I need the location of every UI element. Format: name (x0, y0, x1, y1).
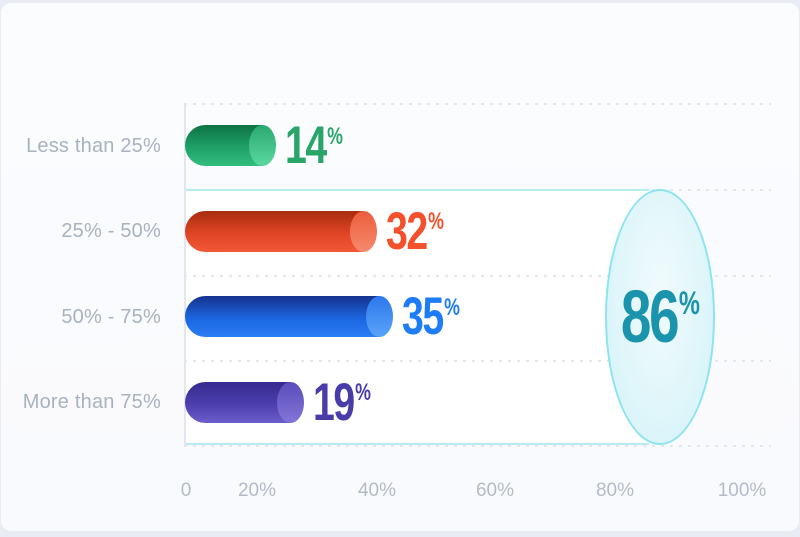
value-suffix: % (444, 293, 461, 321)
gridline (184, 103, 771, 105)
highlight-value-number: 86 (620, 275, 680, 358)
bar-end-cap-icon (366, 296, 394, 337)
x-tick-label: 60% (475, 480, 515, 501)
bar (185, 296, 394, 337)
bar-row: 25% - 50% 32 % (1, 189, 800, 275)
bar-end-cap-icon (277, 381, 305, 423)
value-number: 19 (313, 372, 355, 432)
bar-row: More than 75% 19 % (1, 360, 800, 446)
value-label: 32 % (386, 205, 444, 258)
value-suffix: % (355, 379, 371, 406)
bar (185, 125, 277, 166)
bar-end-cap-icon (249, 125, 277, 166)
category-label: More than 75% (22, 391, 161, 413)
gridline (184, 360, 771, 362)
x-tick-label: 80% (595, 480, 635, 501)
x-tick-label: 0 (180, 480, 192, 501)
category-label: 50% - 75% (61, 305, 161, 328)
value-number: 32 (385, 201, 428, 261)
value-label: 19 % (313, 376, 371, 429)
value-label: 14 % (285, 119, 344, 172)
value-number: 14 (285, 116, 327, 175)
y-axis-line (184, 103, 186, 446)
x-tick-label: 20% (237, 480, 277, 501)
gridline (184, 445, 771, 447)
x-tick-label: 40% (357, 480, 397, 501)
chart-card: Less than 25% 14 % 25% - 50% 32 % 50% - … (1, 3, 799, 531)
highlight-group-value: 86 % (621, 280, 700, 354)
value-suffix: % (427, 208, 444, 235)
value-suffix: % (327, 122, 344, 150)
highlight-value-suffix: % (678, 285, 700, 321)
bar (185, 381, 305, 423)
bar-rows: Less than 25% 14 % 25% - 50% 32 % 50% - … (1, 3, 799, 531)
x-axis: 0 20% 40% 60% 80% 100% (1, 480, 800, 506)
category-label: 25% - 50% (61, 220, 161, 242)
value-label: 35 % (402, 290, 461, 343)
bar-row: 50% - 75% 35 % (1, 274, 800, 360)
bar (185, 210, 377, 252)
bar-row: Less than 25% 14 % (1, 103, 800, 189)
highlight-group-ellipse: 86 % (605, 189, 715, 445)
value-number: 35 (402, 287, 444, 346)
bar-end-cap-icon (349, 210, 377, 252)
bar-chart: Less than 25% 14 % 25% - 50% 32 % 50% - … (1, 3, 799, 531)
gridline (184, 275, 771, 277)
category-label: Less than 25% (26, 134, 161, 157)
x-tick-label: 100% (717, 480, 767, 501)
